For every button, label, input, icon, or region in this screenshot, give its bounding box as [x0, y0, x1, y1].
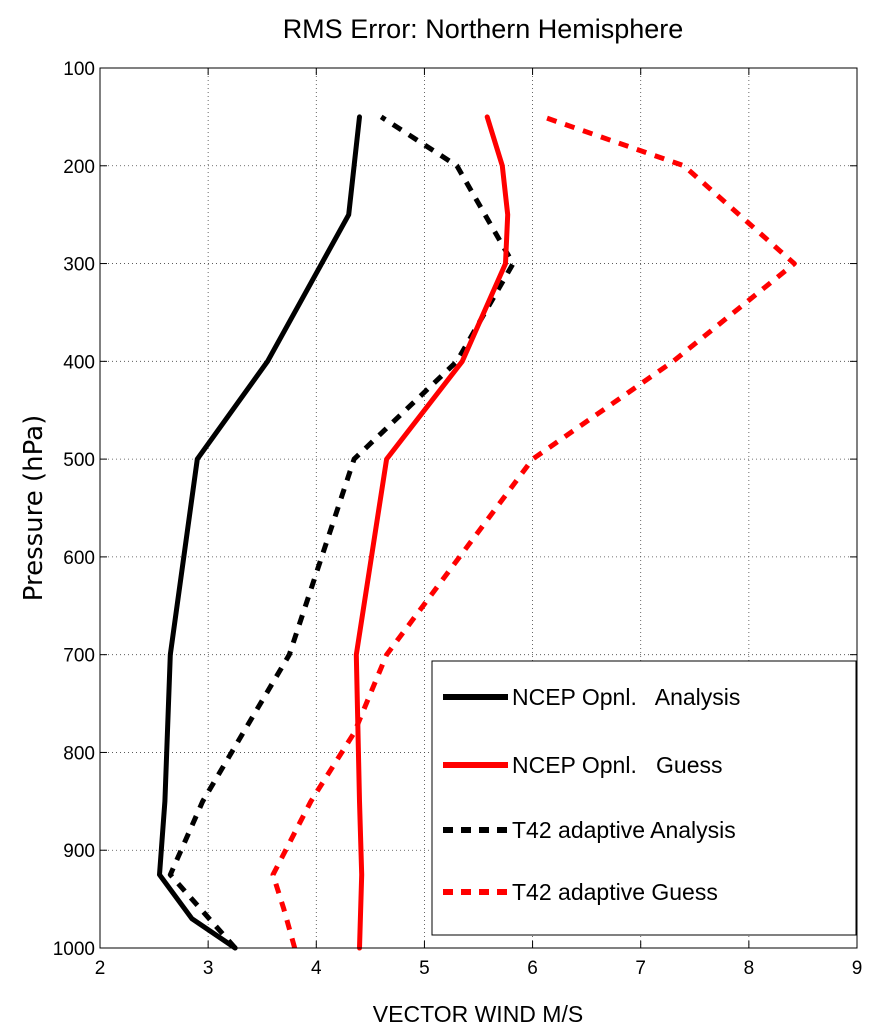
- y-tick-label: 400: [63, 352, 95, 373]
- legend-label-3: T42 adaptive Guess: [512, 879, 718, 905]
- y-tick-label: 800: [63, 743, 95, 764]
- x-tick-label: 9: [852, 958, 863, 979]
- y-axis-title: Pressure (hPa): [19, 415, 49, 602]
- y-tick-label: 600: [63, 548, 95, 569]
- x-tick-label: 2: [95, 958, 106, 979]
- x-axis-title: VECTOR WIND M/S: [373, 1001, 583, 1027]
- series-line-0: [157, 114, 362, 951]
- x-tick-label: 3: [203, 958, 214, 979]
- series-line-3: [270, 114, 797, 949]
- plot-area-frame: [99, 67, 858, 949]
- y-tick-label: 200: [63, 157, 95, 178]
- x-tick-label: 5: [419, 958, 430, 979]
- grid-lines: [100, 68, 857, 948]
- y-tick-label: 1000: [53, 939, 95, 960]
- chart-title: RMS Error: Northern Hemisphere: [283, 14, 684, 44]
- y-axis: 100 200 300 400 500 600 700 800 900 1000: [53, 59, 857, 960]
- series-line-1: [353, 114, 511, 951]
- y-tick-label: 100: [63, 59, 95, 80]
- legend: NCEP Opnl. Analysis NCEP Opnl. Guess T42 a…: [431, 660, 857, 936]
- legend-label-2: T42 adaptive Analysis: [512, 817, 736, 843]
- x-tick-label: 6: [527, 958, 538, 979]
- x-tick-label: 8: [744, 958, 755, 979]
- y-tick-label: 700: [63, 646, 95, 667]
- x-axis: 2 3 4 5 6 7 8 9: [95, 68, 863, 979]
- y-tick-label: 300: [63, 255, 95, 276]
- series-layer: [157, 114, 797, 951]
- series-line-2: [167, 114, 516, 950]
- x-tick-label: 4: [311, 958, 322, 979]
- legend-label-0: NCEP Opnl. Analysis: [512, 684, 740, 710]
- x-tick-label: 7: [635, 958, 646, 979]
- legend-label-1: NCEP Opnl. Guess: [512, 752, 723, 778]
- y-tick-label: 500: [63, 450, 95, 471]
- y-tick-label: 900: [63, 841, 95, 862]
